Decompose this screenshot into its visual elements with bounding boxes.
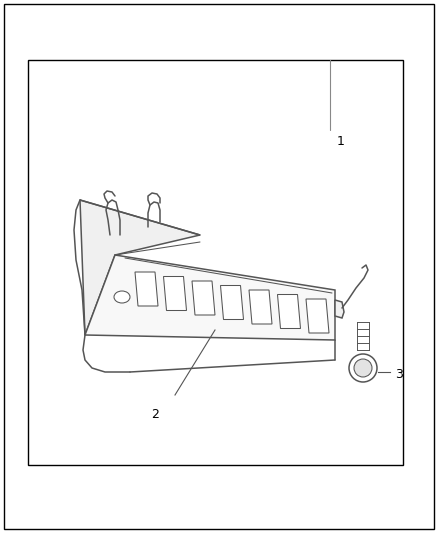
Polygon shape bbox=[163, 277, 187, 311]
Polygon shape bbox=[80, 200, 200, 335]
Polygon shape bbox=[85, 255, 335, 340]
Text: 3: 3 bbox=[395, 368, 403, 382]
Polygon shape bbox=[278, 295, 300, 328]
Text: 2: 2 bbox=[151, 408, 159, 421]
Bar bbox=[28, 60, 403, 465]
Polygon shape bbox=[335, 300, 344, 318]
Polygon shape bbox=[135, 272, 158, 306]
Polygon shape bbox=[249, 290, 272, 324]
Polygon shape bbox=[306, 299, 329, 333]
Polygon shape bbox=[220, 286, 244, 319]
Text: 1: 1 bbox=[337, 135, 345, 148]
Ellipse shape bbox=[114, 291, 130, 303]
Circle shape bbox=[354, 359, 372, 377]
Polygon shape bbox=[192, 281, 215, 315]
